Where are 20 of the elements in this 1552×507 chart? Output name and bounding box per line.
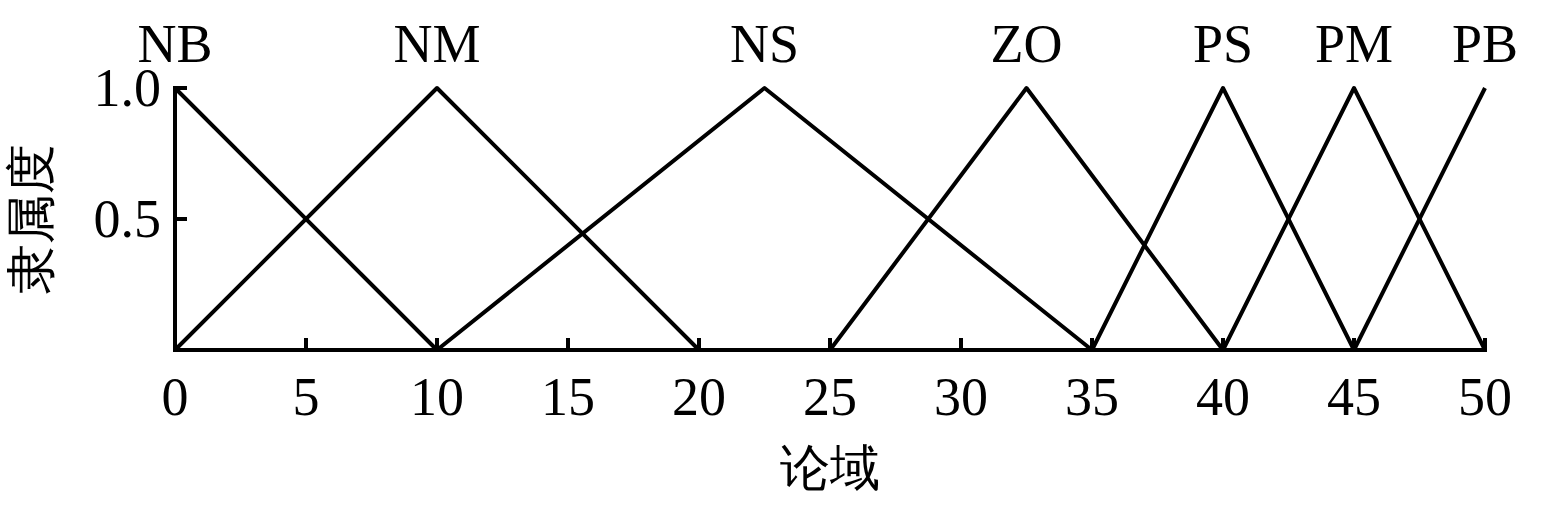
x-tick-label: 15 [541,367,595,427]
y-axis-title: 隶属度 [3,144,59,294]
series-label: NS [729,14,800,74]
x-tick-label: 35 [1065,367,1119,427]
x-tick-label: 0 [161,367,189,427]
series-label: NM [393,14,481,74]
x-axis-title: 论域 [780,440,880,496]
x-tick-label: 40 [1196,367,1250,427]
x-tick-label: 30 [934,367,988,427]
x-tick-label: 5 [292,367,320,427]
series-label: PB [1451,14,1519,74]
y-tick-label: 0.5 [93,189,161,249]
x-tick-label: 20 [672,367,726,427]
series-label: ZO [990,14,1063,74]
x-tick-label: 50 [1458,367,1512,427]
x-tick-label: 10 [410,367,464,427]
x-tick-label: 45 [1327,367,1381,427]
x-tick-label: 25 [803,367,857,427]
series-label: PS [1192,14,1254,74]
series-label: PM [1314,14,1394,74]
